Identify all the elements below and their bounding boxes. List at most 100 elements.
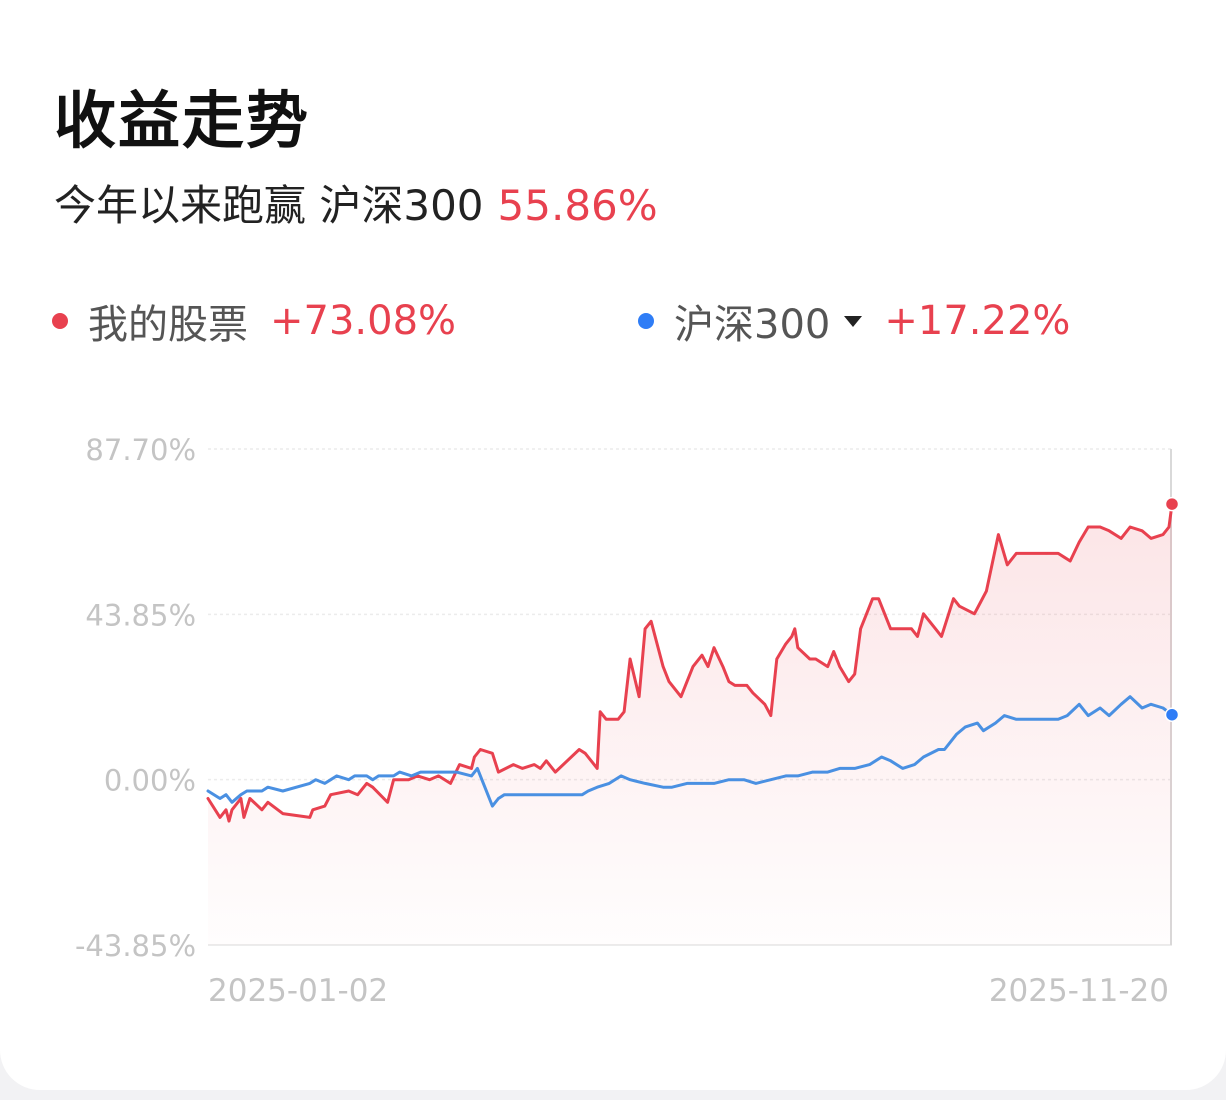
my-stocks-data-point	[371, 786, 374, 789]
outperform-text: 今年以来跑赢 沪深300	[54, 181, 484, 230]
my-stocks-data-point	[449, 782, 452, 785]
my-stocks-data-point	[940, 635, 943, 638]
my-stocks-data-point	[979, 601, 982, 604]
my-stocks-data-point	[721, 665, 725, 668]
my-stocks-data-point	[242, 816, 246, 819]
benchmark-data-point	[440, 770, 443, 774]
benchmark-data-point	[1087, 714, 1090, 717]
benchmark-data-point	[266, 786, 270, 789]
benchmark-data-point	[826, 770, 829, 774]
my-stocks-data-point	[473, 755, 476, 759]
my-stocks-data-point	[952, 597, 955, 600]
benchmark-data-point	[1098, 706, 1102, 710]
benchmark-data-point	[922, 755, 925, 759]
benchmark-data-point	[1078, 703, 1081, 706]
benchmark-data-point	[455, 770, 458, 774]
my-stocks-data-point	[745, 684, 749, 687]
benchmark-data-point	[560, 793, 563, 796]
benchmark-data-point	[347, 778, 350, 781]
benchmark-data-point	[661, 786, 665, 789]
benchmark-data-point	[1107, 714, 1111, 717]
my-stocks-data-point	[643, 627, 647, 630]
benchmark-data-point	[224, 793, 228, 796]
benchmark-data-point	[784, 774, 787, 778]
y-tick-label: -43.85%	[75, 929, 196, 963]
my-stocks-data-point	[491, 752, 494, 755]
benchmark-data-point	[811, 770, 814, 774]
my-stocks-data-point	[706, 665, 710, 668]
benchmark-data-point	[742, 778, 746, 781]
my-stocks-data-point	[224, 808, 228, 811]
my-stocks-area-fill	[208, 504, 1172, 945]
my-stocks-data-point	[751, 691, 755, 695]
my-stocks-data-point	[458, 763, 461, 766]
benchmark-data-point	[1119, 703, 1123, 706]
my-stocks-data-point	[685, 680, 689, 683]
benchmark-data-point	[727, 778, 731, 781]
benchmark-data-point	[386, 774, 389, 778]
benchmark-data-point	[545, 793, 548, 796]
benchmark-data-point	[218, 797, 222, 800]
benchmark-data-point	[712, 782, 716, 785]
benchmark-data-point	[308, 782, 311, 785]
my-stocks-data-point	[308, 816, 311, 819]
legend-my-stocks: 我的股票 +73.08%	[52, 292, 456, 350]
benchmark-data-point	[281, 789, 284, 793]
my-stocks-data-point	[667, 680, 671, 683]
my-stocks-data-point	[365, 782, 368, 785]
benchmark-data-point	[377, 774, 380, 778]
my-stocks-data-point	[479, 748, 482, 751]
outperform-summary: 今年以来跑赢 沪深300 55.86%	[54, 172, 658, 233]
benchmark-data-point	[838, 767, 841, 770]
my-stocks-data-point	[679, 695, 683, 698]
benchmark-data-point	[1161, 706, 1165, 710]
benchmark-data-point	[964, 725, 967, 729]
benchmark-data-point	[581, 793, 584, 796]
my-stocks-data-point	[539, 767, 542, 770]
benchmark-data-point	[431, 770, 434, 774]
benchmark-data-point	[260, 789, 264, 793]
my-stocks-data-point	[910, 627, 913, 630]
my-stocks-label: 我的股票	[88, 302, 248, 348]
my-stocks-data-point	[545, 759, 548, 762]
my-stocks-data-point	[796, 646, 799, 649]
my-stocks-data-point	[512, 763, 515, 766]
benchmark-legend-dot-icon	[638, 313, 654, 329]
my-stocks-data-point	[826, 665, 829, 668]
my-stocks-data-point	[661, 665, 665, 668]
benchmark-data-point	[503, 793, 506, 796]
my-stocks-data-point	[1078, 540, 1081, 544]
my-stocks-data-point	[922, 612, 925, 615]
y-tick-label: 43.85%	[85, 598, 196, 632]
my-stocks-data-point	[1140, 529, 1144, 532]
x-tick-label: 2025-11-20	[989, 973, 1169, 1009]
my-stocks-data-point	[832, 650, 835, 653]
my-stocks-data-point	[599, 710, 602, 713]
my-stocks-data-point	[521, 767, 524, 770]
benchmark-data-point	[901, 767, 904, 770]
benchmark-data-point	[1140, 706, 1144, 710]
benchmark-data-point	[619, 774, 623, 778]
my-stocks-data-point	[437, 774, 440, 778]
my-stocks-data-point	[871, 597, 874, 600]
benchmark-data-point	[470, 774, 473, 778]
benchmark-data-point	[955, 733, 958, 736]
my-stocks-data-point	[323, 804, 326, 808]
benchmark-data-point	[943, 748, 946, 751]
my-stocks-data-point	[691, 665, 695, 668]
my-stocks-data-point	[1045, 552, 1048, 555]
my-stocks-data-point	[853, 672, 856, 676]
my-stocks-data-point	[206, 797, 210, 800]
benchmark-data-point	[1015, 718, 1018, 721]
my-stocks-data-point	[622, 710, 626, 713]
my-stocks-data-point	[895, 627, 898, 630]
my-stocks-data-point	[808, 657, 811, 661]
my-stocks-data-point	[763, 703, 766, 706]
my-stocks-data-point	[1161, 533, 1165, 536]
my-stocks-data-point	[533, 763, 536, 766]
benchmark-data-point	[1128, 695, 1132, 698]
my-stocks-data-point	[628, 657, 632, 661]
benchmark-selector[interactable]: 沪深300	[674, 292, 863, 350]
my-stocks-data-point	[727, 680, 731, 683]
benchmark-data-point	[476, 767, 479, 770]
